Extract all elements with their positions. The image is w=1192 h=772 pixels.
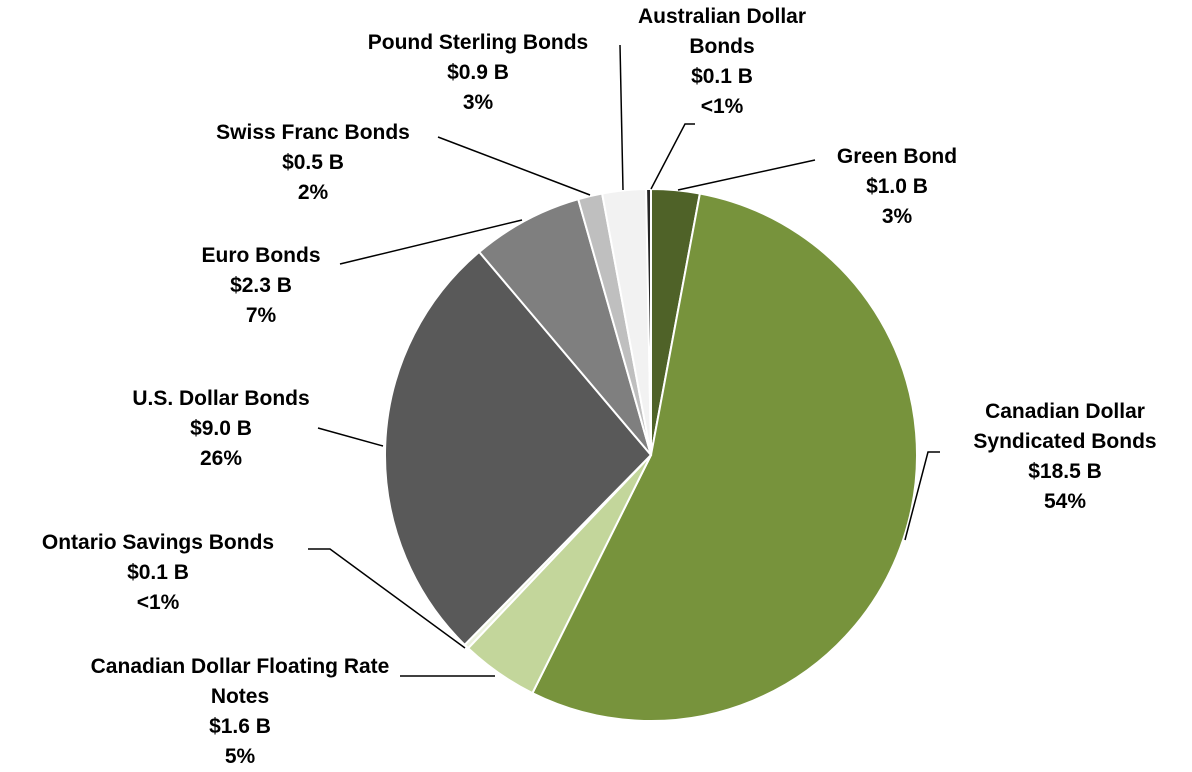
slice-label: Swiss Franc Bonds $0.5 B 2% — [183, 118, 443, 208]
category-label: Canadian Dollar Syndicated Bonds — [973, 400, 1157, 453]
pie-slice — [531, 192, 918, 722]
value-label: $18.5 B — [1028, 460, 1102, 483]
percent-label: 3% — [462, 91, 494, 114]
value-label: $0.1 B — [127, 561, 189, 584]
value-label: $1.0 B — [866, 175, 928, 198]
percent-label: <1% — [700, 95, 744, 118]
leader-line — [308, 548, 466, 649]
percent-label: 5% — [224, 745, 256, 768]
value-label: $0.5 B — [282, 151, 344, 174]
leader-line — [904, 451, 940, 541]
value-label: $9.0 B — [190, 417, 252, 440]
percent-label: 26% — [199, 447, 243, 470]
slice-label: Pound Sterling Bonds $0.9 B 3% — [333, 28, 623, 118]
slice-label: U.S. Dollar Bonds $9.0 B 26% — [91, 384, 351, 474]
leader-line — [619, 44, 624, 191]
value-label: $1.6 B — [209, 715, 271, 738]
category-label: Canadian Dollar Floating Rate Notes — [90, 655, 390, 708]
leader-line — [317, 427, 384, 447]
leader-line — [339, 219, 523, 265]
percent-label: 3% — [881, 205, 913, 228]
pie-slice — [384, 250, 653, 647]
slice-label: Canadian Dollar Floating Rate Notes $1.6 … — [75, 652, 405, 772]
percent-label: 2% — [297, 181, 329, 204]
category-label: Swiss Franc Bonds — [216, 121, 410, 144]
pie-slice — [477, 197, 652, 456]
category-label: Ontario Savings Bonds — [41, 531, 275, 554]
percent-label: 54% — [1043, 490, 1087, 513]
percent-label: 7% — [245, 304, 277, 327]
pie-slice — [645, 187, 652, 456]
slice-label: Canadian Dollar Syndicated Bonds $18.5 B 5… — [950, 397, 1180, 517]
leader-line — [437, 136, 591, 196]
value-label: $2.3 B — [230, 274, 292, 297]
category-label: Euro Bonds — [201, 244, 321, 267]
slice-label: Green Bond $1.0 B 3% — [797, 142, 997, 232]
leader-line — [677, 159, 816, 191]
slice-label: Australian Dollar Bonds $0.1 B <1% — [637, 2, 807, 122]
category-label: Green Bond — [836, 145, 958, 168]
value-label: $0.9 B — [447, 61, 509, 84]
leader-line — [650, 123, 695, 190]
percent-label: <1% — [136, 591, 180, 614]
category-label: Australian Dollar Bonds — [637, 5, 807, 58]
category-label: U.S. Dollar Bonds — [132, 387, 310, 410]
value-label: $0.1 B — [691, 65, 753, 88]
slice-label: Euro Bonds $2.3 B 7% — [161, 241, 361, 331]
slice-label: Ontario Savings Bonds $0.1 B <1% — [0, 528, 318, 618]
category-label: Pound Sterling Bonds — [367, 31, 589, 54]
